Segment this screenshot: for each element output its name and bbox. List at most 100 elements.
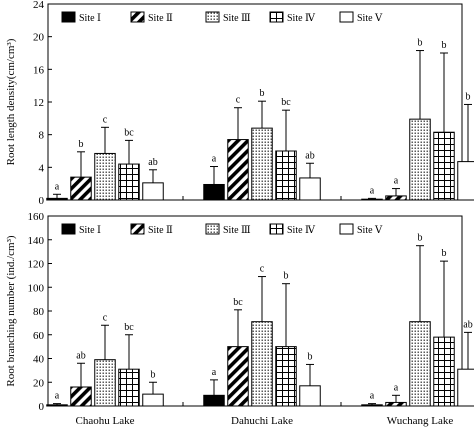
significance-label: a bbox=[394, 382, 399, 393]
chart-panel-1: 0 4 8 12 16 20 24 Root length density(cm/cm³) a a… bbox=[5, 0, 474, 207]
bar-site-3-cat-3 bbox=[409, 118, 431, 201]
bar-site-2-cat-2 bbox=[227, 139, 249, 201]
significance-label: bc bbox=[233, 297, 243, 308]
bar-site-2-cat-3 bbox=[385, 195, 407, 201]
y-tick-label: 16 bbox=[33, 64, 45, 76]
bar-site-5-cat-3 bbox=[457, 161, 474, 201]
significance-label: b bbox=[442, 40, 447, 51]
y-axis-title: Root length density(cm/cm³) bbox=[5, 38, 17, 165]
bar-site-5-cat-1 bbox=[142, 393, 164, 407]
y-tick-label: 160 bbox=[28, 211, 45, 223]
legend-label-site-2: Site Ⅱ bbox=[148, 225, 173, 236]
legend-label-site-3: Site Ⅲ bbox=[223, 13, 251, 24]
bar-site-4-cat-3 bbox=[433, 131, 455, 201]
significance-label: b bbox=[284, 271, 289, 282]
bar-site-1-cat-2 bbox=[203, 394, 225, 407]
y-tick-label: 24 bbox=[33, 0, 45, 11]
significance-label: bc bbox=[124, 127, 134, 138]
category-label: Chaohu Lake bbox=[76, 415, 135, 427]
y-tick-label: 20 bbox=[33, 32, 45, 44]
significance-label: a bbox=[370, 391, 375, 402]
bar-site-2-cat-2 bbox=[227, 346, 249, 407]
significance-label: ab bbox=[463, 319, 472, 330]
bar-site-5-cat-1 bbox=[142, 182, 164, 201]
significance-label: a bbox=[212, 154, 217, 165]
significance-label: ab bbox=[148, 157, 157, 168]
bar-site-4-cat-3 bbox=[433, 336, 455, 407]
legend-label-site-1: Site Ⅰ bbox=[79, 225, 101, 236]
y-tick-label: 100 bbox=[28, 282, 45, 294]
legend-label-site-5: Site Ⅴ bbox=[357, 13, 383, 24]
legend-swatch-site-3 bbox=[205, 11, 220, 23]
bar-site-3-cat-2 bbox=[251, 321, 273, 407]
chart-panel-2: 0 20 40 60 80 100 120 140 160 Root branching numb… bbox=[5, 211, 474, 427]
bar-site-2-cat-1 bbox=[70, 176, 92, 201]
significance-label: a bbox=[394, 176, 399, 187]
significance-label: b bbox=[79, 139, 84, 150]
y-tick-label: 8 bbox=[39, 130, 45, 142]
bar-site-3-cat-2 bbox=[251, 127, 273, 201]
bar-site-1-cat-3 bbox=[361, 404, 383, 407]
y-tick-label: 140 bbox=[28, 235, 45, 247]
significance-label: a bbox=[212, 367, 217, 378]
bar-site-2-cat-1 bbox=[70, 386, 92, 407]
significance-label: b bbox=[418, 233, 423, 244]
significance-label: ab bbox=[76, 350, 85, 361]
legend-swatch-site-5 bbox=[339, 223, 354, 235]
category-label: Wuchang Lake bbox=[387, 415, 454, 427]
bar-site-1-cat-1 bbox=[46, 197, 68, 201]
significance-label: bc bbox=[281, 97, 291, 108]
y-tick-label: 40 bbox=[33, 354, 45, 366]
bar-site-3-cat-3 bbox=[409, 321, 431, 407]
bar-site-1-cat-2 bbox=[203, 183, 225, 201]
significance-label: b bbox=[442, 248, 447, 259]
bar-site-4-cat-1 bbox=[118, 368, 140, 407]
significance-label: b bbox=[308, 351, 313, 362]
bar-site-4-cat-2 bbox=[275, 150, 297, 201]
legend-label-site-4: Site Ⅳ bbox=[287, 13, 316, 24]
legend-swatch-site-1 bbox=[61, 223, 76, 235]
bar-site-3-cat-1 bbox=[94, 359, 116, 407]
bar-site-4-cat-1 bbox=[118, 163, 140, 201]
significance-label: c bbox=[103, 312, 108, 323]
y-tick-label: 20 bbox=[33, 377, 45, 389]
significance-label: c bbox=[103, 114, 108, 125]
significance-label: a bbox=[370, 185, 375, 196]
bar-site-5-cat-2 bbox=[299, 177, 321, 201]
significance-label: bc bbox=[124, 322, 134, 333]
y-axis-title: Root branching number (ind./cm³) bbox=[5, 235, 17, 386]
legend-swatch-site-1 bbox=[61, 11, 76, 23]
significance-label: a bbox=[55, 181, 60, 192]
y-tick-label: 4 bbox=[39, 162, 45, 174]
y-tick-label: 0 bbox=[39, 195, 45, 207]
bar-site-3-cat-1 bbox=[94, 152, 116, 201]
legend-label-site-4: Site Ⅳ bbox=[287, 225, 316, 236]
bar-site-2-cat-3 bbox=[385, 401, 407, 407]
y-tick-label: 120 bbox=[28, 259, 45, 271]
significance-label: a bbox=[55, 391, 60, 402]
legend-swatch-site-4 bbox=[269, 11, 284, 23]
legend-swatch-site-5 bbox=[339, 11, 354, 23]
legend-swatch-site-3 bbox=[205, 223, 220, 235]
legend-label-site-1: Site Ⅰ bbox=[79, 13, 101, 24]
bar-site-5-cat-3 bbox=[457, 368, 474, 407]
significance-label: b bbox=[151, 369, 156, 380]
legend-swatch-site-2 bbox=[130, 11, 145, 23]
significance-label: c bbox=[236, 95, 241, 106]
bar-site-4-cat-2 bbox=[275, 346, 297, 407]
legend-label-site-5: Site Ⅴ bbox=[357, 225, 383, 236]
y-tick-label: 60 bbox=[33, 330, 45, 342]
bar-site-1-cat-1 bbox=[46, 404, 68, 407]
significance-label: c bbox=[260, 264, 265, 275]
bar-site-5-cat-2 bbox=[299, 385, 321, 407]
legend-label-site-2: Site Ⅱ bbox=[148, 13, 173, 24]
significance-label: b bbox=[418, 38, 423, 49]
legend-label-site-3: Site Ⅲ bbox=[223, 225, 251, 236]
significance-label: b bbox=[466, 91, 471, 102]
y-tick-label: 0 bbox=[39, 401, 45, 413]
legend-swatch-site-4 bbox=[269, 223, 284, 235]
bar-site-1-cat-3 bbox=[361, 198, 383, 201]
y-tick-label: 12 bbox=[33, 97, 44, 109]
legend-swatch-site-2 bbox=[130, 223, 145, 235]
